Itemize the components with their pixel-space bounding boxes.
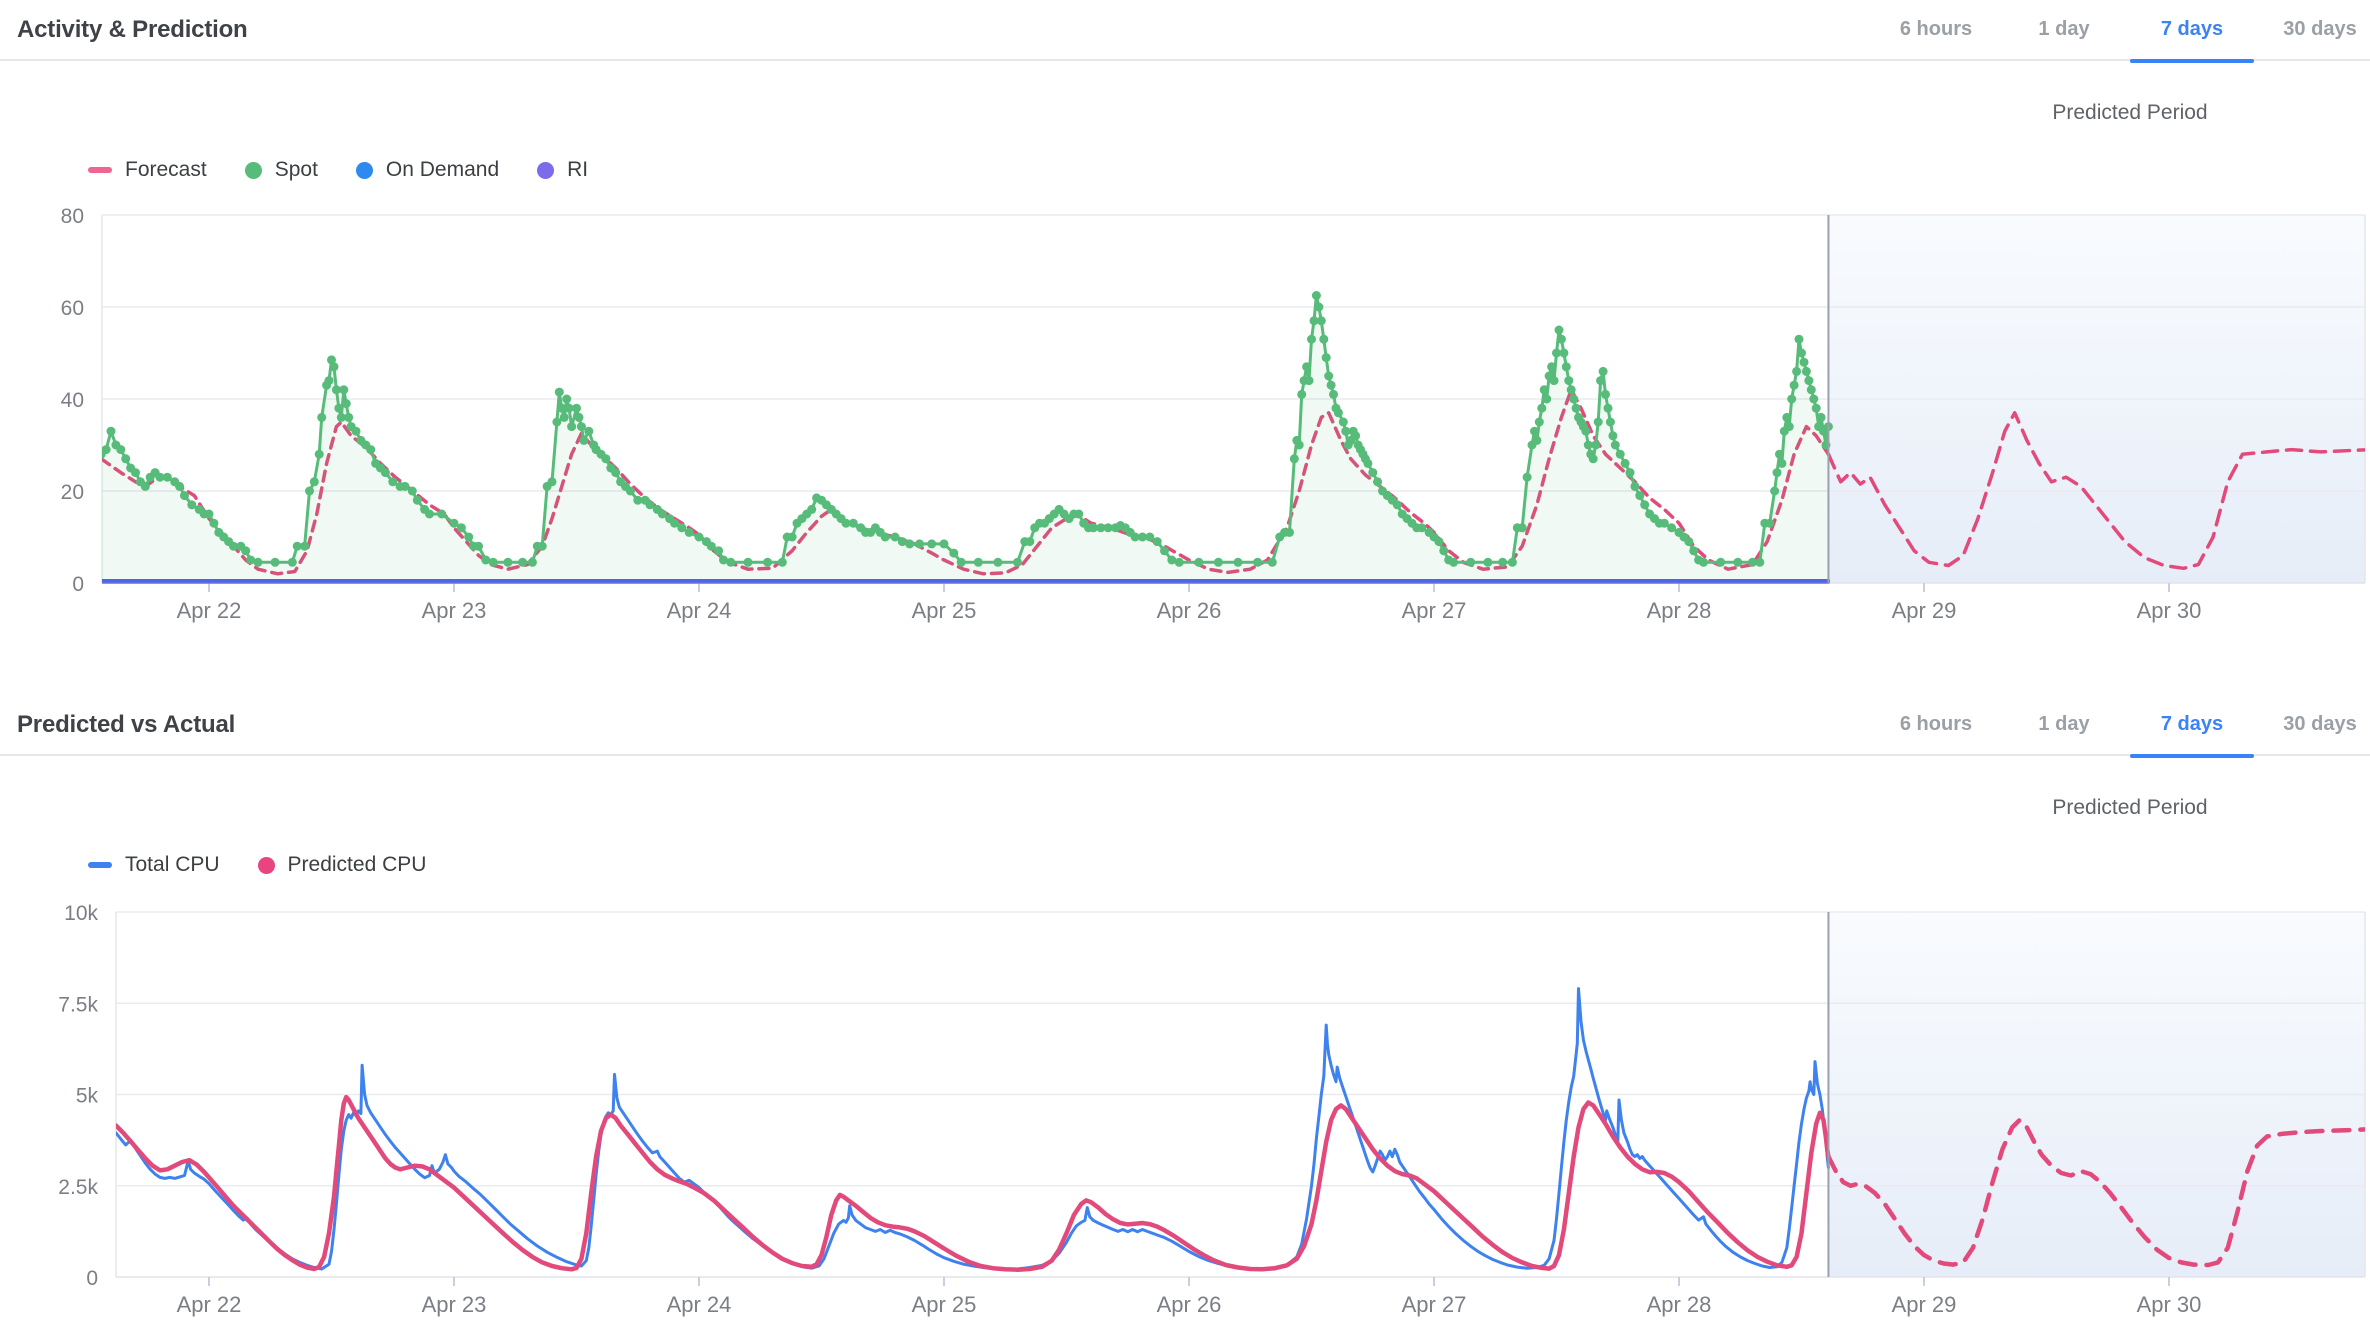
panel-header: Predicted vs Actual 6 hours 1 day 7 days… [0,695,2370,758]
legend-label: Spot [274,158,318,181]
predicted-cpu-dot-icon [257,856,275,874]
svg-text:Apr 28: Apr 28 [1647,598,1712,623]
tab-30-days[interactable]: 30 days [2283,713,2357,735]
predicted-period-label: Predicted Period [2052,796,2208,819]
svg-text:80: 80 [61,205,84,228]
predicted-period-label: Predicted Period [2052,101,2208,124]
svg-text:Apr 26: Apr 26 [1157,1292,1222,1317]
svg-text:60: 60 [61,297,84,320]
legend-label: Total CPU [125,853,220,876]
svg-text:Apr 26: Apr 26 [1157,598,1222,623]
legend-label: Predicted CPU [287,853,427,876]
legend-item-spot[interactable]: Spot [244,158,318,182]
predicted-vs-actual-panel: 0 2.5k 5k 7.5k 10k Apr 22 Apr 23 Apr 24 Apr 25 Ap… [0,695,2370,1328]
time-range-tabs: 6 hours 1 day 7 days 30 days [1872,0,2370,63]
forecast-dash-icon [88,167,112,173]
tab-7-days[interactable]: 7 days [2128,695,2256,758]
tab-7-days[interactable]: 7 days [2128,0,2256,63]
svg-text:0: 0 [86,1267,98,1290]
svg-text:20: 20 [61,481,84,504]
svg-text:40: 40 [61,389,84,412]
legend-item-forecast[interactable]: Forecast [88,158,207,182]
svg-text:Apr 28: Apr 28 [1647,1292,1712,1317]
tab-30-days[interactable]: 30 days [2283,18,2357,40]
legend-label: Forecast [125,158,207,181]
tab-1-day[interactable]: 1 day [2038,713,2090,735]
svg-text:Apr 22: Apr 22 [177,1292,242,1317]
svg-text:2.5k: 2.5k [58,1176,98,1199]
spot-dot-icon [244,161,262,179]
svg-text:Apr 24: Apr 24 [667,1292,732,1317]
chart-legend: Forecast Spot On Demand RI [88,156,588,184]
svg-text:Apr 30: Apr 30 [2137,598,2202,623]
legend-item-on-demand[interactable]: On Demand [355,158,500,182]
svg-text:Apr 25: Apr 25 [912,1292,977,1317]
tab-6-hours[interactable]: 6 hours [1899,713,1973,735]
page-title: Activity & Prediction [17,16,248,43]
svg-text:5k: 5k [76,1085,99,1108]
tab-1-day[interactable]: 1 day [2038,18,2090,40]
predicted-vs-actual-chart[interactable]: 0 2.5k 5k 7.5k 10k Apr 22 Apr 23 Apr 24 Apr 25 Ap… [0,695,2370,1328]
legend-label: RI [567,158,589,181]
time-range-tabs: 6 hours 1 day 7 days 30 days [1872,695,2370,758]
activity-prediction-chart[interactable]: 0 20 40 60 80 Apr 22 Apr 23 Apr 24 Apr 25 Apr 26 A… [0,0,2370,660]
panel-header: Activity & Prediction 6 hours 1 day 7 da… [0,0,2370,63]
activity-prediction-panel: 0 20 40 60 80 Apr 22 Apr 23 Apr 24 Apr 25 Apr 26 A… [0,0,2370,660]
svg-text:Apr 23: Apr 23 [422,1292,487,1317]
svg-text:Apr 24: Apr 24 [667,598,732,623]
total-cpu-dash-icon [88,862,112,868]
svg-text:Apr 27: Apr 27 [1402,1292,1467,1317]
chart-legend: Total CPU Predicted CPU [88,851,426,879]
svg-text:Apr 23: Apr 23 [422,598,487,623]
legend-item-predicted-cpu[interactable]: Predicted CPU [257,853,427,877]
svg-text:Apr 25: Apr 25 [912,598,977,623]
tab-6-hours[interactable]: 6 hours [1899,18,1973,40]
legend-label: On Demand [385,158,500,181]
svg-text:Apr 27: Apr 27 [1402,598,1467,623]
legend-item-total-cpu[interactable]: Total CPU [88,853,220,877]
ri-dot-icon [537,161,555,179]
svg-text:Apr 30: Apr 30 [2137,1292,2202,1317]
legend-item-ri[interactable]: RI [537,158,588,182]
svg-text:7.5k: 7.5k [58,993,98,1016]
svg-text:0: 0 [72,573,84,596]
on-demand-dot-icon [355,161,373,179]
svg-text:Apr 29: Apr 29 [1892,598,1957,623]
svg-text:10k: 10k [64,902,98,925]
section-title: Predicted vs Actual [17,711,236,738]
svg-text:Apr 29: Apr 29 [1892,1292,1957,1317]
svg-text:Apr 22: Apr 22 [177,598,242,623]
